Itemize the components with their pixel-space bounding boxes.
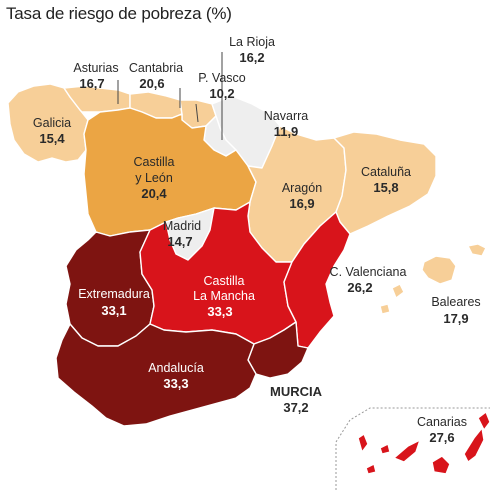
label-cantabria-value: 20,6 [139, 76, 164, 91]
label-valenciana-value: 26,2 [347, 280, 372, 295]
label-pais-vasco-name: P. Vasco [198, 71, 246, 85]
label-aragon-name: Aragón [282, 181, 322, 195]
label-galicia-name: Galicia [33, 116, 71, 130]
map-title: Tasa de riesgo de pobreza (%) [6, 4, 232, 23]
label-aragon-value: 16,9 [289, 196, 314, 211]
label-andalucia-value: 33,3 [163, 376, 188, 391]
label-extremadura-value: 33,1 [101, 303, 126, 318]
label-madrid-name: Madrid [163, 219, 201, 233]
inset-border [335, 407, 490, 490]
label-asturias-value: 16,7 [79, 76, 104, 91]
canarias-el-hierro[interactable] [365, 463, 377, 475]
label-castilla-leon-value: 20,4 [141, 186, 167, 201]
label-castilla-leon-name1: Castilla [134, 155, 175, 169]
label-cantabria-name: Cantabria [129, 61, 183, 75]
label-baleares-name: Baleares [431, 295, 480, 309]
label-la-rioja-value: 16,2 [239, 50, 264, 65]
label-la-rioja-name: La Rioja [229, 35, 275, 49]
canarias-la-gomera[interactable] [379, 443, 391, 455]
leader-lines [117, 52, 223, 140]
label-pais-vasco-value: 10,2 [209, 86, 234, 101]
region-baleares-formentera[interactable] [379, 303, 391, 315]
leader-pais-vasco [195, 103, 199, 123]
label-galicia-value: 15,4 [39, 131, 65, 146]
regions-layer [7, 83, 487, 427]
canarias-tenerife[interactable] [393, 439, 421, 463]
label-andalucia-name: Andalucía [148, 361, 204, 375]
label-murcia-value: 37,2 [283, 400, 308, 415]
label-extremadura-name: Extremadura [78, 287, 150, 301]
label-murcia-name: MURCIA [270, 384, 323, 399]
region-baleares-mallorca[interactable] [421, 255, 457, 285]
label-cataluna-value: 15,8 [373, 180, 398, 195]
label-navarra-value: 11,9 [274, 124, 299, 139]
labels-layer: Asturias 16,7 Cantabria 20,6 La Rioja 16… [33, 35, 481, 445]
region-cataluna[interactable] [333, 131, 437, 235]
label-castilla-mancha-name1: Castilla [204, 274, 245, 288]
label-canarias-value: 27,6 [429, 430, 454, 445]
label-valenciana-name: C. Valenciana [330, 265, 407, 279]
canarias-la-palma[interactable] [357, 433, 369, 453]
label-navarra-name: Navarra [264, 109, 309, 123]
label-castilla-leon-name2: y León [135, 171, 173, 185]
region-valenciana[interactable] [283, 211, 351, 349]
canarias-inset [335, 407, 490, 490]
region-andalucia[interactable] [55, 323, 257, 427]
label-cataluna-name: Cataluña [361, 165, 411, 179]
label-asturias-name: Asturias [73, 61, 118, 75]
label-canarias-name: Canarias [417, 415, 467, 429]
canarias-fuerteventura[interactable] [463, 427, 485, 463]
region-baleares-ibiza[interactable] [391, 283, 405, 299]
label-castilla-mancha-name2: La Mancha [193, 289, 255, 303]
label-madrid-value: 14,7 [167, 234, 192, 249]
label-baleares-value: 17,9 [443, 311, 468, 326]
canarias-gran-canaria[interactable] [431, 455, 451, 475]
label-castilla-mancha-value: 33,3 [207, 304, 232, 319]
region-baleares-menorca[interactable] [467, 243, 487, 257]
canarias-lanzarote[interactable] [477, 411, 490, 431]
